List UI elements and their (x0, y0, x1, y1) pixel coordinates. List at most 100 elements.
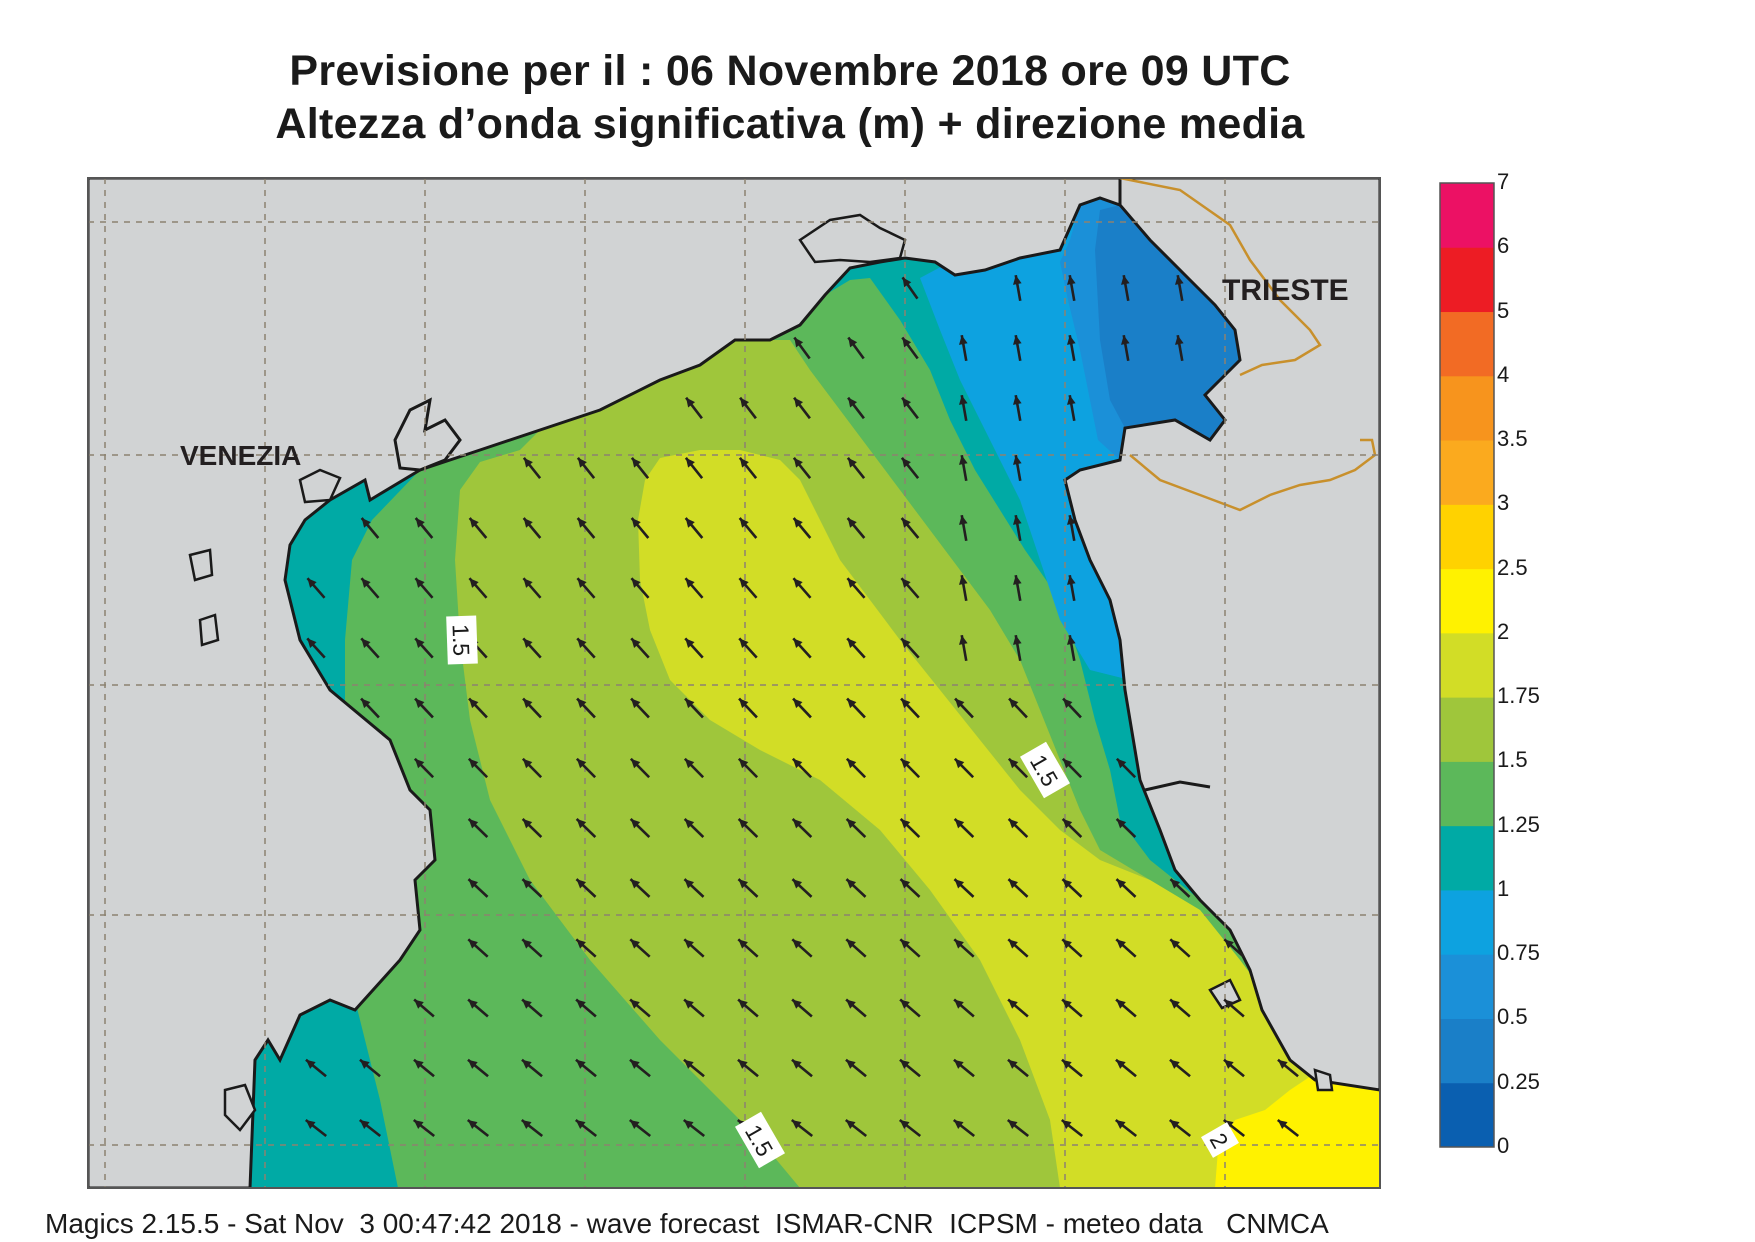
wave-arrow-head (1067, 335, 1076, 345)
colorbar-tick-label: 0.75 (1497, 940, 1540, 966)
wave-arrow-head (575, 1119, 586, 1129)
wave-arrow-head (1013, 515, 1022, 525)
wave-arrow-head (959, 395, 968, 405)
wave-arrow-head (307, 578, 317, 588)
wave-arrow-head (631, 578, 641, 588)
wave-arrow-head (684, 818, 695, 829)
wave-band-2 (1215, 1070, 1380, 1188)
wave-arrow-head (846, 758, 857, 769)
wave-arrow-head (1008, 758, 1019, 769)
wave-arrow-head (1013, 455, 1022, 465)
colorbar-tick-label: 2.5 (1497, 554, 1528, 580)
colorbar-band (1440, 311, 1494, 377)
wave-arrow-head (954, 999, 964, 1009)
wave-arrow-head (469, 698, 479, 709)
wave-arrow-head (468, 818, 479, 829)
wave-arrow-head (846, 939, 856, 949)
colorbar-band (1440, 761, 1494, 827)
wave-arrow-head (1223, 1119, 1234, 1129)
colorbar-tick-label: 1.5 (1497, 747, 1528, 773)
wave-arrow-head (953, 1059, 964, 1069)
wave-arrow-head (577, 638, 587, 648)
wave-arrow-head (1175, 275, 1184, 285)
wave-arrow-head (576, 879, 587, 889)
wave-arrow-head (575, 1059, 586, 1069)
wave-arrow-head (521, 1119, 532, 1129)
colorbar-tick-label: 0 (1497, 1133, 1510, 1158)
map-footer: Magics 2.15.5 - Sat Nov 3 00:47:42 2018 … (45, 1208, 1329, 1239)
wave-direction-arrows (304, 274, 1300, 1138)
wave-arrow-head (1116, 939, 1126, 949)
wave-arrow-head (577, 518, 587, 528)
channel (1144, 780, 1211, 792)
wave-arrow-head (469, 518, 479, 528)
wave-arrow-head (900, 879, 911, 889)
wave-arrow-head (899, 1119, 910, 1129)
wave-arrow-head (576, 939, 586, 949)
wave-arrow-head (683, 1119, 694, 1129)
wave-arrow-head (901, 638, 911, 648)
wave-arrow-head (1169, 1059, 1180, 1069)
wave-arrow-head (794, 337, 804, 348)
wave-arrow-head (522, 879, 533, 889)
wave-arrow-head (793, 698, 803, 709)
wave-arrow-head (522, 999, 532, 1009)
wave-arrow-head (1013, 395, 1022, 405)
wave-arrow-head (522, 939, 532, 949)
wave-arrow-head (577, 698, 587, 709)
wave-arrow-head (845, 1119, 856, 1129)
wave-arrow-head (959, 515, 968, 525)
colorbar-band (1440, 632, 1494, 698)
wave-arrow-head (630, 879, 641, 889)
wave-arrow-head (902, 277, 912, 288)
wave-arrow-head (954, 939, 964, 949)
wave-arrow-head (630, 939, 640, 949)
wave-arrow-head (845, 1059, 856, 1069)
wave-arrow-head (1170, 939, 1180, 949)
wave-arrow-head (684, 999, 694, 1009)
place-label-venezia: VENEZIA (180, 440, 301, 471)
wave-arrow-head (959, 635, 968, 645)
wave-arrow-head (793, 457, 803, 468)
wave-arrow-head (414, 999, 424, 1009)
colorbar-band (1440, 504, 1494, 570)
wave-arrow-head (847, 457, 857, 468)
wave-arrow-head (631, 698, 641, 709)
wave-arrow-head (900, 818, 911, 829)
lagoon-islands (393, 397, 462, 472)
colorbar-band (1440, 1018, 1494, 1084)
wave-arrow-head (684, 879, 695, 889)
wave-arrow-head (739, 698, 749, 709)
wave-arrow-head (847, 638, 857, 648)
wave-arrow-head (1008, 879, 1019, 889)
wave-arrow-head (523, 457, 533, 468)
wave-arrow-head (794, 397, 804, 408)
wave-arrow-head (902, 337, 912, 348)
colorbar-tick-label: 6 (1497, 233, 1510, 259)
contour-label: 1.5 (446, 615, 478, 665)
wave-arrow-head (415, 638, 425, 648)
colorbar-tick-label: 5 (1497, 297, 1510, 323)
wave-arrow-head (361, 578, 371, 588)
wave-arrow-head (739, 578, 749, 588)
wave-arrow-head (629, 1059, 640, 1069)
wave-arrow-head (414, 758, 425, 769)
land-west (88, 178, 1122, 1188)
wave-arrow-head (792, 758, 803, 769)
colorbar-frame (1439, 182, 1495, 1148)
wave-arrow-head (846, 879, 857, 889)
wave-arrow-head (684, 939, 694, 949)
wave-arrow-head (684, 758, 695, 769)
colorbar-tick-label: 1 (1497, 875, 1510, 901)
wave-arrow-head (359, 1119, 370, 1129)
wave-arrow-head (1277, 1119, 1288, 1129)
wave-arrow-head (1121, 335, 1130, 345)
wave-arrow-head (576, 818, 587, 829)
map-subtitle: Altezza d’onda significativa (m) + direz… (275, 100, 1305, 148)
wave-arrow-head (848, 397, 858, 408)
wave-arrow-head (1116, 818, 1127, 829)
wave-arrow-head (739, 518, 749, 528)
small-islands-south (1208, 978, 1334, 1092)
wave-arrow-head (522, 758, 533, 769)
wave-arrow-head (683, 1059, 694, 1069)
